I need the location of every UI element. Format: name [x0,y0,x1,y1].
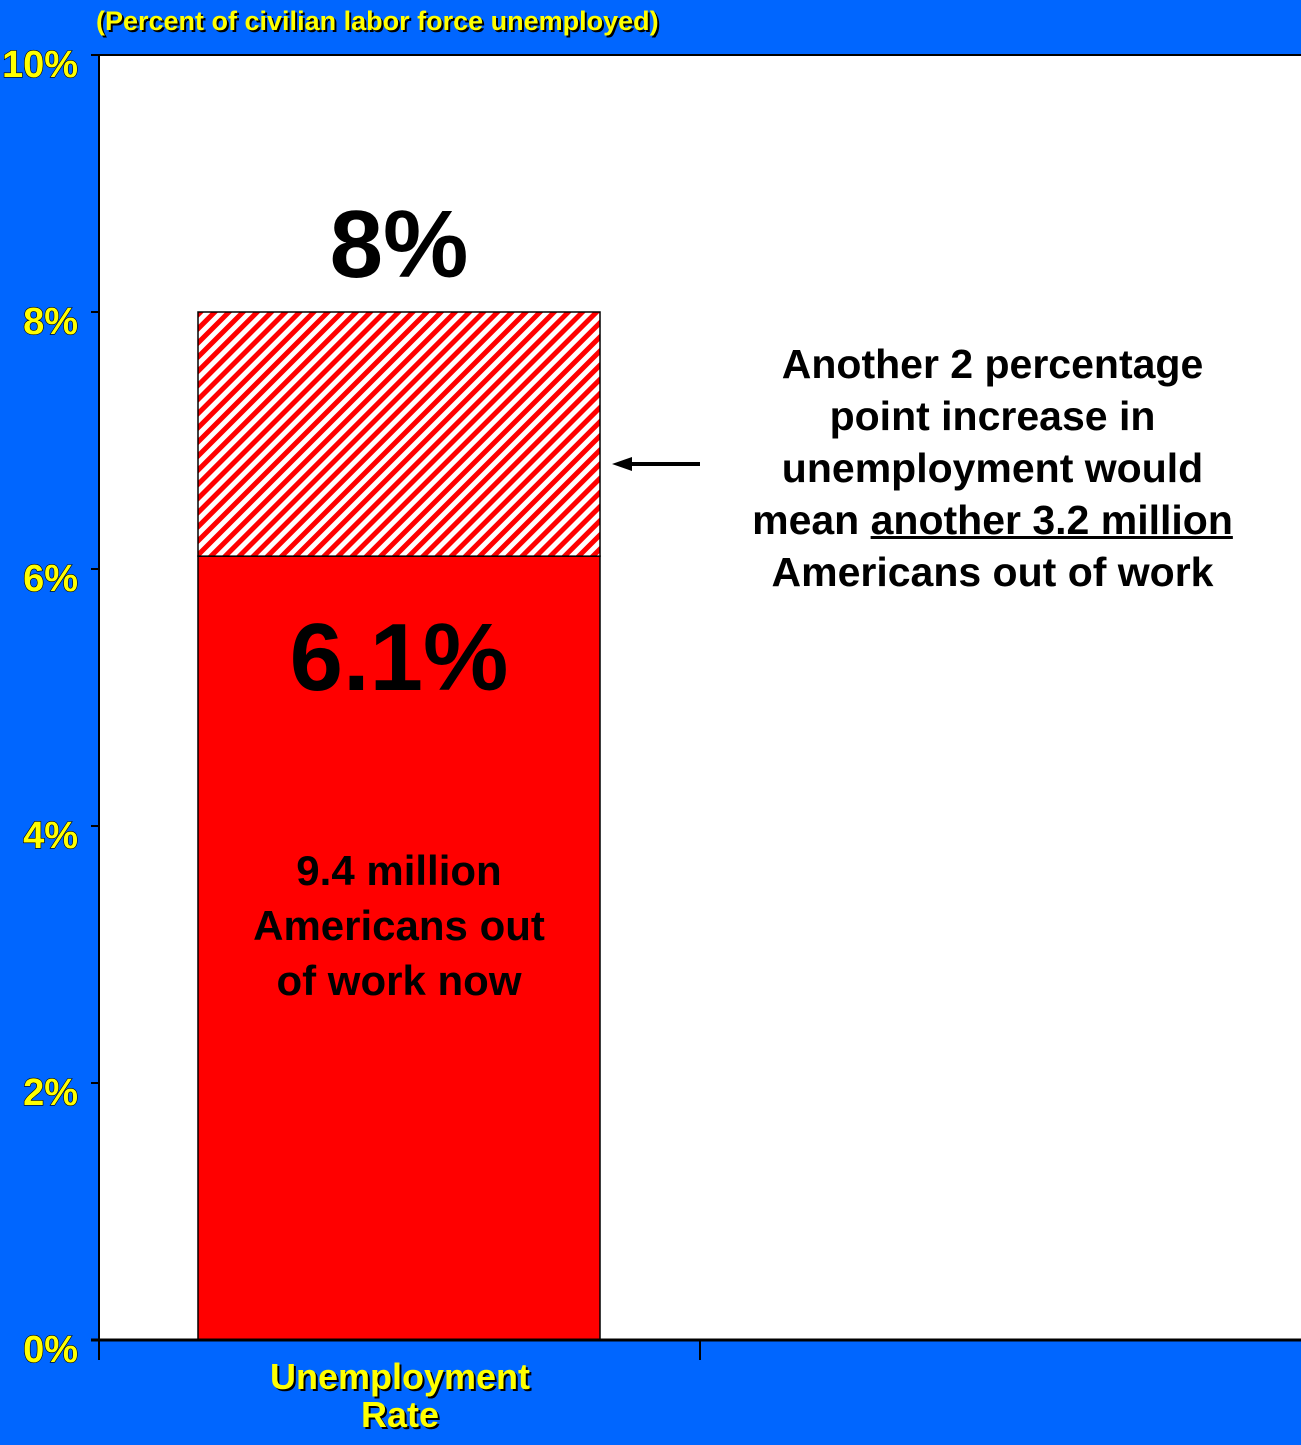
base-data-label: 6.1% [289,604,509,711]
y-tick-label: 4% [23,815,78,857]
annotation-prefix: mean [752,497,871,543]
annotation-line: Another 2 percentage [781,341,1204,387]
y-tick-label: 6% [23,558,78,600]
bar-segment-projected [197,311,601,557]
increase-annotation: Another 2 percentage point increase in u… [700,338,1285,598]
total-data-label: 8% [329,191,469,298]
y-tick-label: 2% [23,1072,78,1114]
y-tick-label: 8% [23,301,78,343]
base-description: 9.4 million Americans out of work now [198,843,600,1008]
y-tick-label: 0% [23,1329,78,1371]
x-category-label-line: Unemployment [269,1356,531,1397]
x-category-label-line: Rate [360,1394,440,1435]
annotation-line: mean another 3.2 million [700,494,1285,546]
annotation-line: Americans out of work [771,549,1214,595]
base-description-line: 9.4 million [296,847,502,894]
y-tick-label: 10% [2,44,78,86]
annotation-line: point increase in [829,393,1156,439]
annotation-line: unemployment would [781,445,1204,491]
x-category-label: Unemployment Rate [100,1358,700,1434]
bar-segment-current [197,555,601,1341]
base-description-line: of work now [276,957,522,1004]
annotation-underlined-text: another 3.2 million [870,497,1233,543]
chart-subtitle: (Percent of civilian labor force unemplo… [96,6,659,36]
annotation-arrow-head [612,457,632,471]
base-description-line: Americans out [253,902,545,949]
